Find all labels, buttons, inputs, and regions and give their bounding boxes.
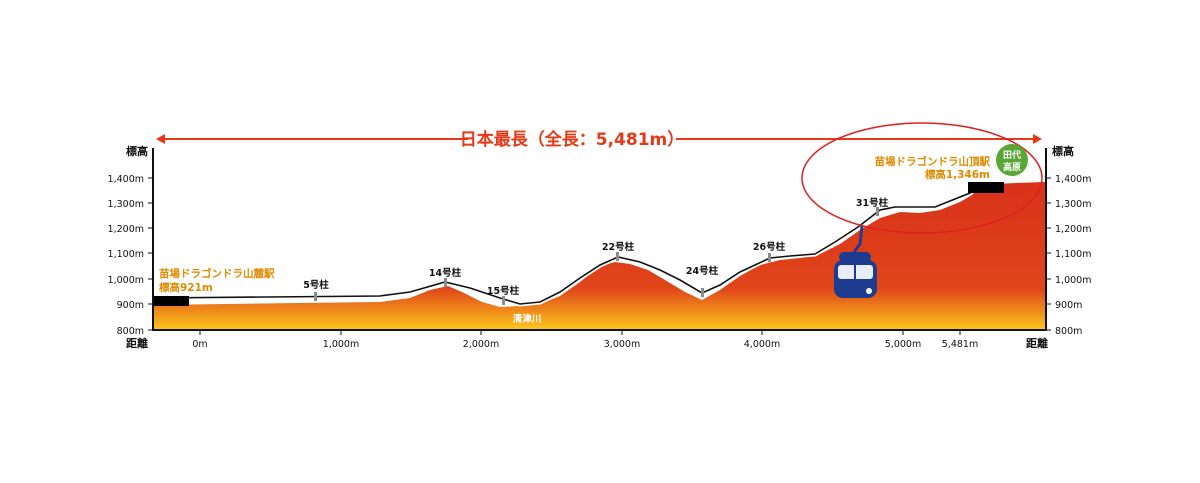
x-label-4000: 4,000m <box>744 339 780 350</box>
pylon-14 <box>444 278 447 287</box>
right-y-label-1000: 1,000m <box>1055 275 1091 286</box>
base-station-elevation: 標高921m <box>159 281 213 294</box>
right-y-label-1400: 1,400m <box>1055 174 1091 185</box>
top-station-elevation: 標高1,346m <box>925 168 990 181</box>
gondola-logo <box>866 288 872 294</box>
left-y-label-1200: 1,200m <box>108 224 144 235</box>
pylon-31 <box>876 207 879 216</box>
right-y-label-900: 900m <box>1055 300 1082 311</box>
gondola-icon <box>834 225 877 298</box>
top-station-block <box>968 182 1004 193</box>
x-label-1000: 1,000m <box>323 339 359 350</box>
left-y-ticks <box>148 177 153 331</box>
pylon-label-31: 31号柱 <box>856 197 889 209</box>
length-arrow-right-head <box>1033 134 1042 144</box>
left-y-label-900: 900m <box>117 300 144 311</box>
pylon-label-5: 5号柱 <box>303 279 329 291</box>
bottom-left-axis-title: 距離 <box>126 336 148 350</box>
x-label-0: 0m <box>192 339 207 350</box>
x-label-5481: 5,481m <box>942 339 978 350</box>
length-arrow-left-head <box>156 134 165 144</box>
x-ticks <box>199 330 961 335</box>
top-station-name: 苗場ドラゴンドラ山頂駅 <box>875 155 991 168</box>
pylon-label-24: 24号柱 <box>686 265 719 277</box>
terrain-area <box>154 182 1045 330</box>
pylon-label-15: 15号柱 <box>487 285 520 297</box>
pylon-label-14: 14号柱 <box>429 267 462 279</box>
right-y-label-1100: 1,100m <box>1055 249 1091 260</box>
right-axis-title: 標高 <box>1052 144 1074 158</box>
pylon-26 <box>768 253 771 262</box>
tashiro-badge <box>996 144 1028 176</box>
pylon-24 <box>701 288 704 297</box>
bottom-right-axis-title: 距離 <box>1026 336 1048 350</box>
x-label-3000: 3,000m <box>604 339 640 350</box>
left-y-label-1100: 1,100m <box>108 249 144 260</box>
x-label-2000: 2,000m <box>463 339 499 350</box>
pylon-22 <box>616 252 619 261</box>
tashiro-badge-line1: 田代 <box>1003 149 1021 161</box>
right-y-label-800: 800m <box>1055 326 1082 337</box>
right-y-label-1300: 1,300m <box>1055 199 1091 210</box>
x-label-5000: 5,000m <box>885 339 921 350</box>
left-axis-title: 標高 <box>126 144 148 158</box>
gondola-roof <box>839 252 871 262</box>
pylon-markers <box>314 207 879 305</box>
left-y-label-1400: 1,400m <box>108 174 144 185</box>
river-label: 清津川 <box>513 313 542 325</box>
base-station-name: 苗場ドラゴンドラ山麓駅 <box>159 267 275 280</box>
gondola-hanger <box>852 225 864 253</box>
left-y-label-1000: 1,000m <box>108 275 144 286</box>
pylon-15 <box>502 296 505 305</box>
headline-text: 日本最長（全長：5,481m） <box>460 129 685 150</box>
left-y-label-800: 800m <box>117 326 144 337</box>
pylon-label-22: 22号柱 <box>602 241 635 253</box>
pylon-5 <box>314 292 317 301</box>
right-y-label-1200: 1,200m <box>1055 224 1091 235</box>
pylon-label-26: 26号柱 <box>753 241 786 253</box>
right-y-ticks <box>1046 177 1051 331</box>
length-arrow <box>156 134 1042 144</box>
highlight-ellipse <box>801 122 1043 234</box>
base-station-block <box>154 296 189 306</box>
cable-line <box>153 185 981 305</box>
left-y-label-1300: 1,300m <box>108 199 144 210</box>
tashiro-badge-line2: 高原 <box>1003 161 1021 173</box>
